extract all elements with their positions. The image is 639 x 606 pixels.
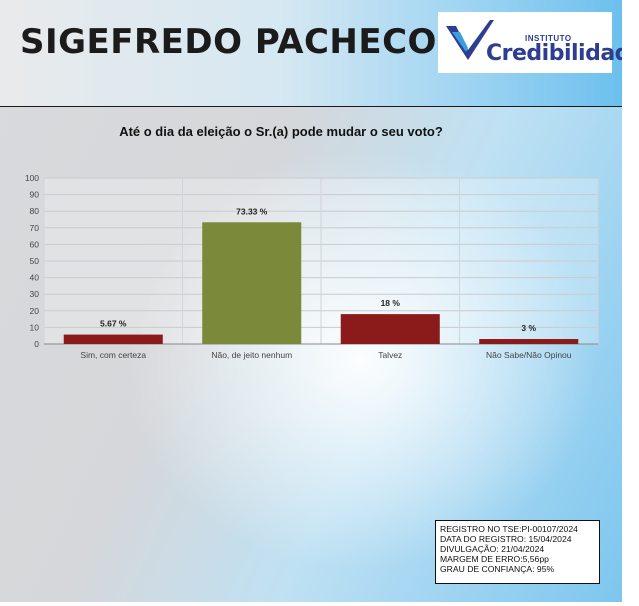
y-tick-label: 70 [30, 223, 40, 233]
info-line-confianca: GRAU DE CONFIANÇA: 95% [440, 564, 555, 575]
page-title: SIGEFREDO PACHECO - PI [20, 22, 515, 62]
bar-chart: 0 10 20 30 40 50 60 70 80 90 100 5.67 % Sim, com cer… [25, 173, 599, 360]
y-tick-label: 90 [30, 190, 40, 200]
institute-logo: INSTITUTO Credibilidade [438, 12, 622, 73]
y-tick-label: 20 [30, 306, 40, 316]
bar [63, 334, 163, 344]
header-banner: SIGEFREDO PACHECO - PI INSTITUTO Credibi… [0, 0, 622, 107]
y-tick-label: 0 [34, 339, 39, 349]
data-label: 3 % [521, 323, 536, 333]
data-label: 5.67 % [100, 319, 127, 329]
y-tick-label: 60 [30, 239, 40, 249]
x-tick-label: Não Sabe/Não Opinou [486, 350, 572, 360]
bar [479, 339, 579, 344]
data-label: 18 % [381, 298, 401, 308]
poll-graphic: SIGEFREDO PACHECO - PI INSTITUTO Credibi… [0, 0, 622, 602]
registration-info-box: REGISTRO NO TSE:PI-00107/2024 DATA DO RE… [435, 520, 600, 584]
y-tick-label: 10 [30, 322, 40, 332]
info-line-divulgacao: DIVULGAÇÃO: 21/04/2024 [440, 544, 545, 555]
info-line-data-registro: DATA DO REGISTRO: 15/04/2024 [440, 534, 572, 545]
bar [340, 314, 440, 344]
x-tick-label: Não, de jeito nenhum [211, 350, 292, 360]
x-tick-label: Sim, com certeza [80, 350, 146, 360]
x-tick-label: Talvez [378, 350, 402, 360]
y-tick-label: 40 [30, 273, 40, 283]
checkmark-logo-icon [446, 20, 494, 60]
info-line-registro: REGISTRO NO TSE:PI-00107/2024 [440, 524, 578, 534]
y-tick-label: 80 [30, 206, 40, 216]
info-line-margem: MARGEM DE ERRO:5,56pp [440, 554, 549, 565]
y-tick-label: 30 [30, 289, 40, 299]
chart-title: Até o dia da eleição o Sr.(a) pode mudar… [119, 124, 443, 139]
y-tick-label: 50 [30, 256, 40, 266]
bar [202, 222, 302, 344]
logo-kicker: INSTITUTO [525, 34, 572, 43]
logo-name: Credibilidade [486, 41, 622, 66]
y-tick-label: 100 [25, 173, 39, 183]
data-label: 73.33 % [236, 206, 268, 216]
